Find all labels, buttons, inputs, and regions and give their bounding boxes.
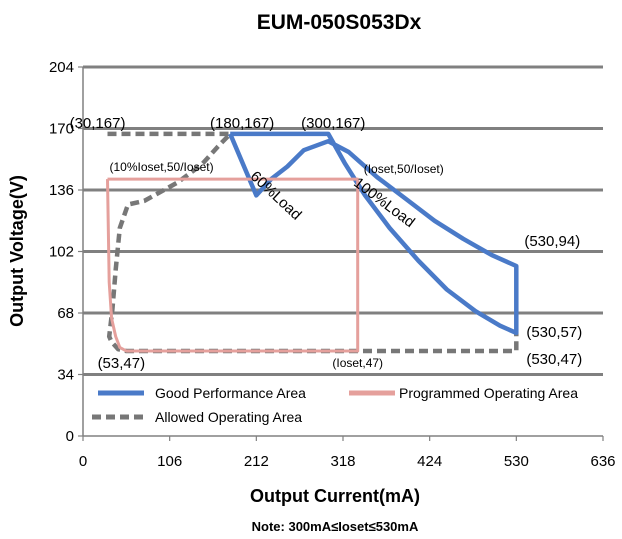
annotation-1: (180,167) [210,115,274,132]
annotation-0: (30,167) [70,115,126,132]
chart-note: Note: 300mA≤Ioset≤530mA [252,519,419,534]
x-tick-label-2: 212 [244,453,269,470]
y-tick-label-2: 68 [57,305,74,322]
series-line-good-performance [228,131,519,336]
series-layer [106,131,519,354]
series-line-programmed-operating [106,177,360,353]
x-tick-label-4: 424 [417,453,442,470]
annotation-6: (530,57) [526,324,582,341]
y-tick-labels: 0 34 68 102 136 170 204 [49,59,83,445]
y-tick-label-6: 204 [49,59,74,76]
y-tick-label-4: 136 [49,182,74,199]
y-axis-title: Output Voltage(V) [7,175,27,327]
annotation-9: (Ioset,47) [332,356,383,370]
x-tick-labels: 0 106 212 318 424 530 636 [79,436,616,470]
annotation-8: (53,47) [98,355,146,372]
annotations: (30,167) (180,167) (300,167) (10%Ioset,50/I… [70,115,583,372]
grid-lines [83,65,603,376]
annotation-5: (530,94) [524,233,580,250]
x-tick-label-1: 106 [157,453,182,470]
legend-label-good-performance: Good Performance Area [155,385,306,401]
x-axis-title: Output Current(mA) [250,486,420,506]
annotation-3: (10%Ioset,50/Ioset) [110,160,214,174]
x-tick-label-6: 636 [590,453,615,470]
annotation-7: (530,47) [526,351,582,368]
legend: Good Performance Area Programmed Operati… [92,385,578,425]
chart-title: EUM-050S053Dx [257,11,422,34]
x-tick-label-3: 318 [330,453,355,470]
x-tick-label-0: 0 [79,453,87,470]
y-tick-label-0: 0 [66,428,74,445]
annotation-2: (300,167) [301,115,365,132]
x-tick-label-5: 530 [504,453,529,470]
series-line-allowed-operating [106,131,519,354]
legend-label-allowed-operating: Allowed Operating Area [155,409,302,425]
annotation-4: (Ioset,50/Ioset) [364,162,444,176]
y-tick-label-5: 170 [49,121,74,138]
y-tick-label-1: 34 [57,367,74,384]
y-tick-label-3: 102 [49,244,74,261]
legend-label-programmed-operating: Programmed Operating Area [399,385,578,401]
